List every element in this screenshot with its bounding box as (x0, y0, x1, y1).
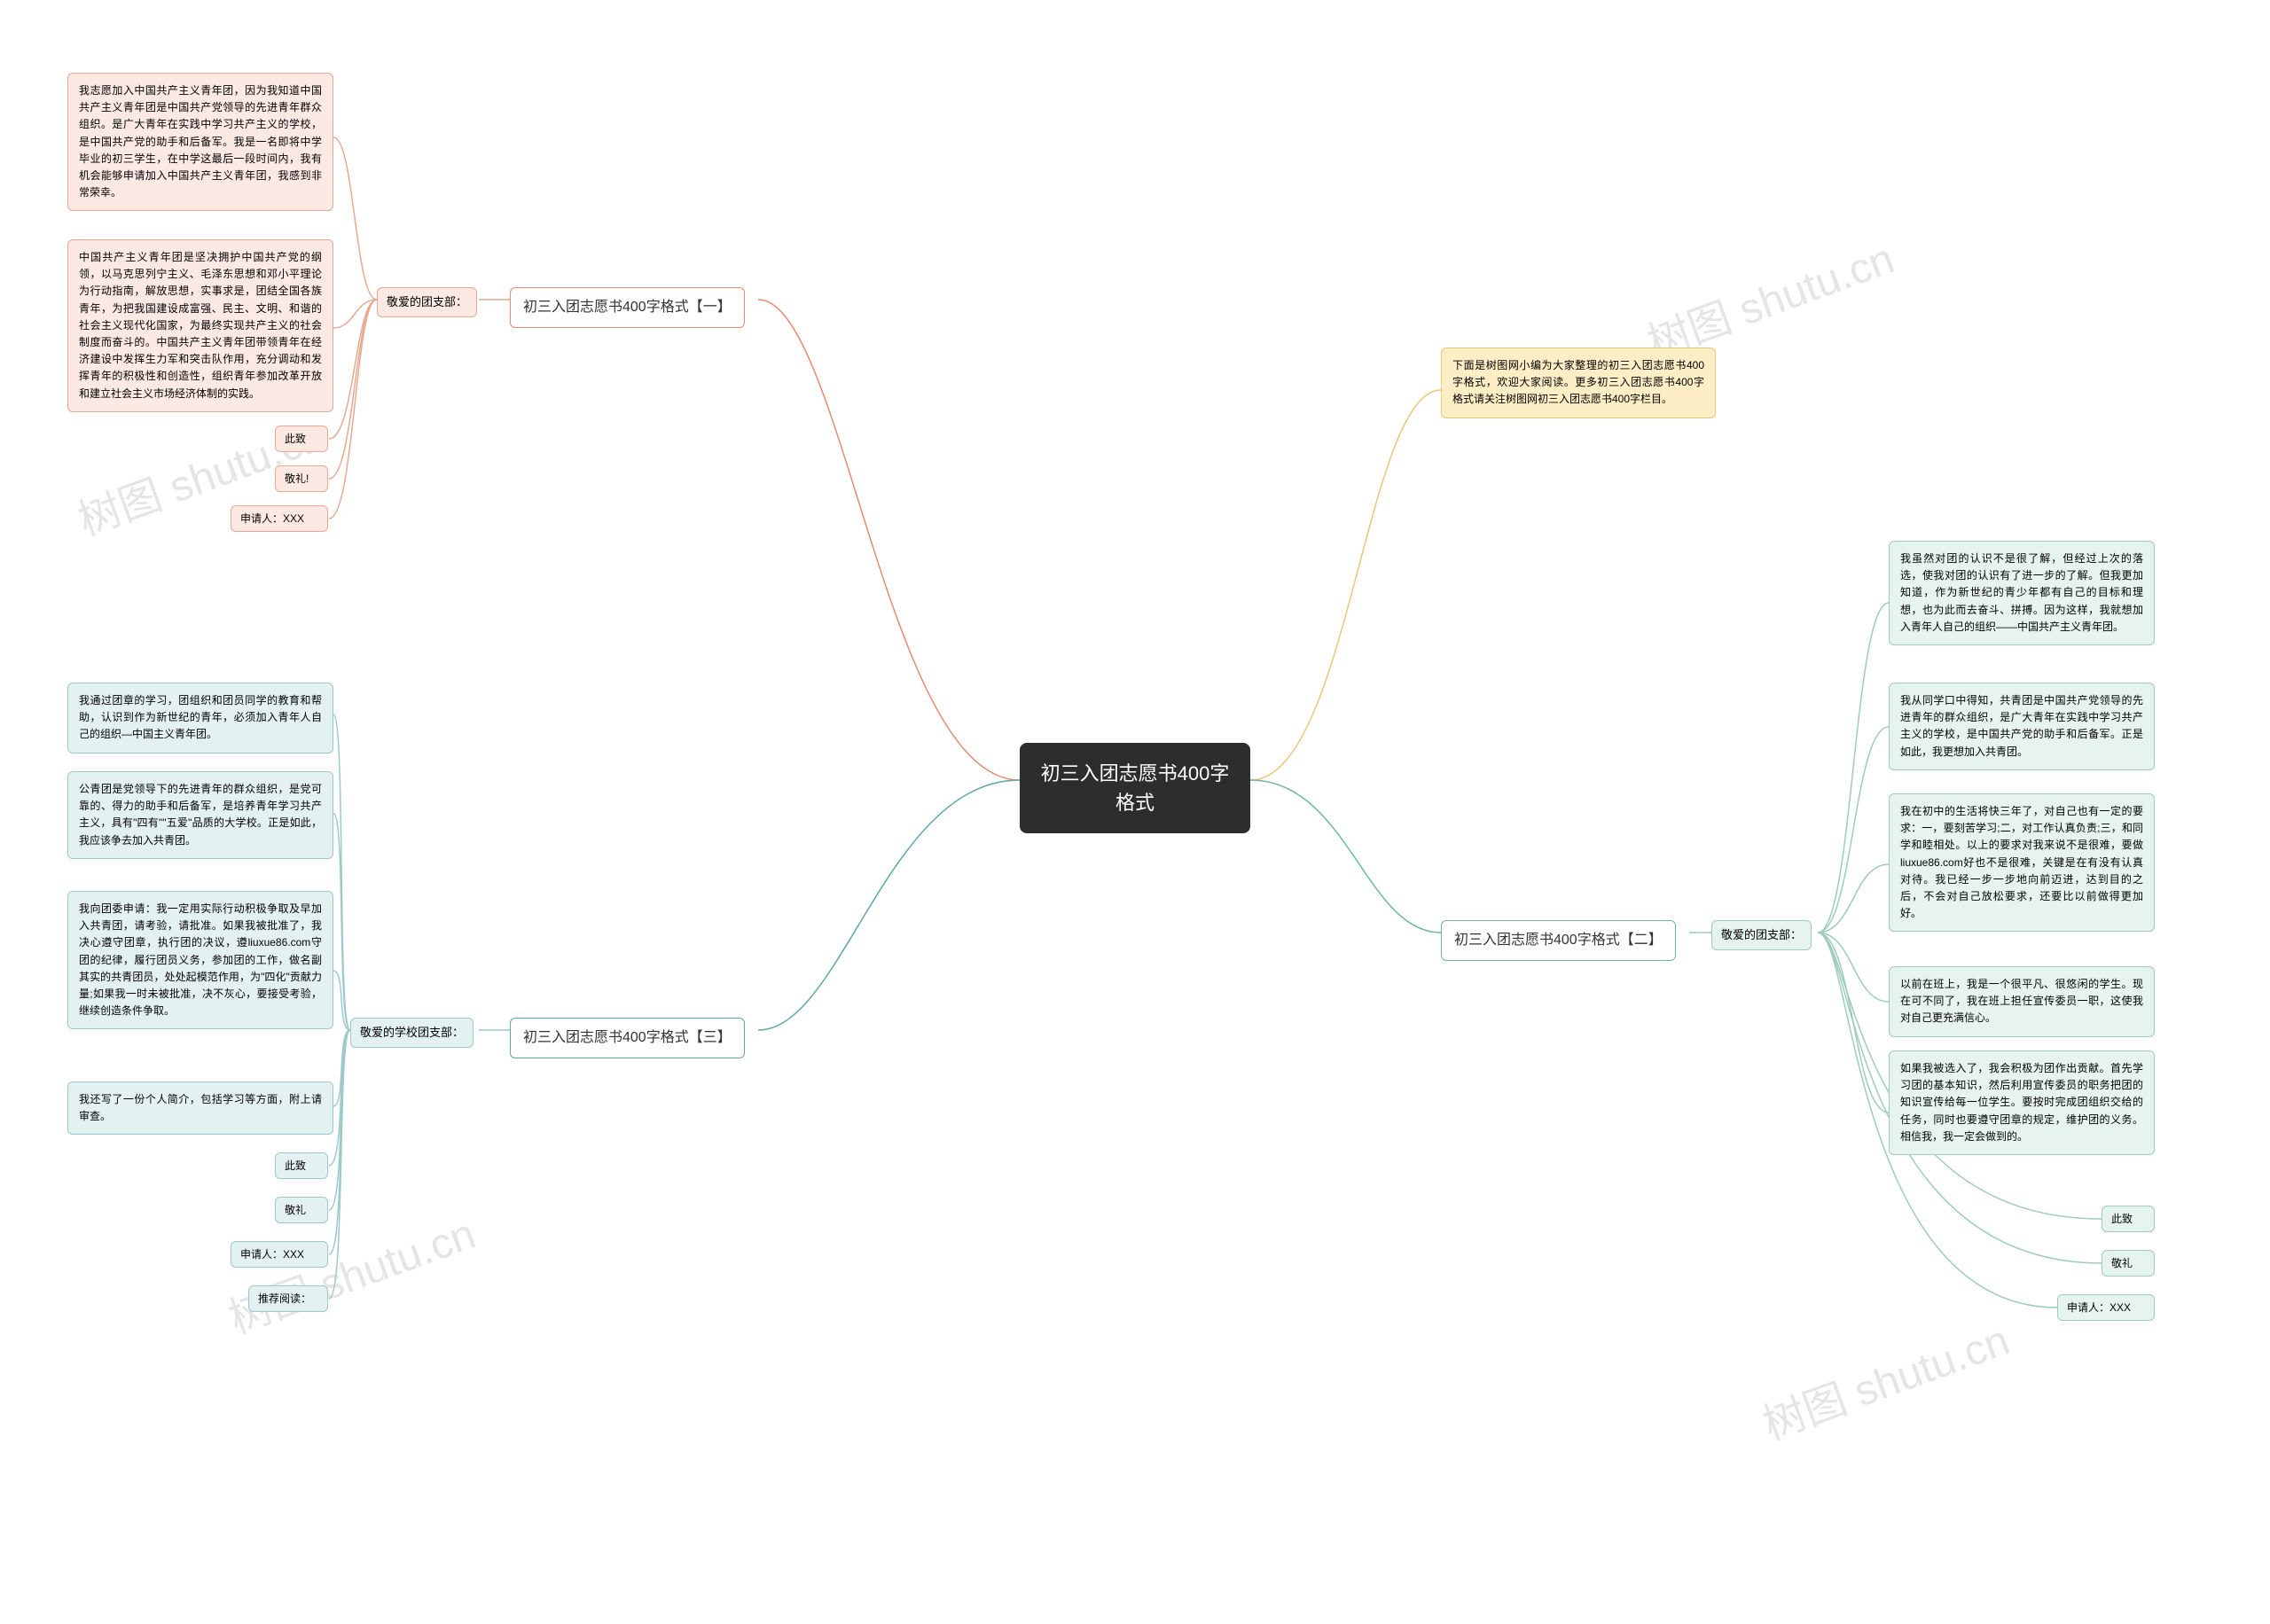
branch-two-leaf[interactable]: 我从同学口中得知，共青团是中国共产党领导的先进青年的群众组织，是广大青年在实践中… (1889, 683, 2155, 770)
branch-three-leaf[interactable]: 推荐阅读： (248, 1285, 328, 1312)
branch-two-leaf[interactable]: 以前在班上，我是一个很平凡、很悠闲的学生。现在可不同了，我在班上担任宣传委员一职… (1889, 966, 2155, 1037)
watermark: 树图 shutu.cn (1753, 1305, 2016, 1451)
branch-two-leaf[interactable]: 我虽然对团的认识不是很了解，但经过上次的落选，使我对团的认识有了进一步的了解。但… (1889, 541, 2155, 645)
branch-three-leaf[interactable]: 申请人：XXX (231, 1241, 328, 1268)
branch-two-leaf[interactable]: 敬礼 (2102, 1250, 2155, 1277)
center-node[interactable]: 初三入团志愿书400字格式 (1020, 743, 1250, 833)
intro-node[interactable]: 下面是树图网小编为大家整理的初三入团志愿书400字格式，欢迎大家阅读。更多初三入… (1441, 347, 1716, 418)
branch-two-leaf[interactable]: 如果我被选入了，我会积极为团作出贡献。首先学习团的基本知识，然后利用宣传委员的职… (1889, 1050, 2155, 1155)
branch-three-leaf[interactable]: 我通过团章的学习，团组织和团员同学的教育和帮助，认识到作为新世纪的青年，必须加入… (67, 683, 333, 753)
branch-one-leaf[interactable]: 敬礼! (275, 465, 328, 492)
branch-one-leaf[interactable]: 中国共产主义青年团是坚决拥护中国共产党的纲领，以马克思列宁主义、毛泽东思想和邓小… (67, 239, 333, 412)
branch-two-sub[interactable]: 敬爱的团支部： (1711, 920, 1812, 950)
branch-three-leaf[interactable]: 公青团是党领导下的先进青年的群众组织，是党可靠的、得力的助手和后备军，是培养青年… (67, 771, 333, 859)
branch-three-leaf[interactable]: 我还写了一份个人简介，包括学习等方面，附上请审查。 (67, 1081, 333, 1135)
branch-three-sub[interactable]: 敬爱的学校团支部： (350, 1018, 474, 1048)
branch-two-leaf[interactable]: 此致 (2102, 1206, 2155, 1232)
branch-three-leaf[interactable]: 我向团委申请：我一定用实际行动积极争取及早加入共青团，请考验，请批准。如果我被批… (67, 891, 333, 1029)
branch-one-leaf[interactable]: 我志愿加入中国共产主义青年团，因为我知道中国共产主义青年团是中国共产党领导的先进… (67, 73, 333, 211)
branch-one-sub[interactable]: 敬爱的团支部： (377, 287, 477, 317)
branch-three-leaf[interactable]: 此致 (275, 1152, 328, 1179)
branch-two-leaf[interactable]: 我在初中的生活将快三年了，对自己也有一定的要求：一，要刻苦学习;二，对工作认真负… (1889, 793, 2155, 932)
branch-one-leaf[interactable]: 此致 (275, 426, 328, 452)
branch-three-leaf[interactable]: 敬礼 (275, 1197, 328, 1223)
branch-one-leaf[interactable]: 申请人：XXX (231, 505, 328, 532)
branch-two-title[interactable]: 初三入团志愿书400字格式【二】 (1441, 920, 1676, 961)
branch-one-title[interactable]: 初三入团志愿书400字格式【一】 (510, 287, 745, 328)
branch-two-leaf[interactable]: 申请人：XXX (2057, 1294, 2155, 1321)
watermark: 树图 shutu.cn (219, 1198, 482, 1345)
branch-three-title[interactable]: 初三入团志愿书400字格式【三】 (510, 1018, 745, 1058)
